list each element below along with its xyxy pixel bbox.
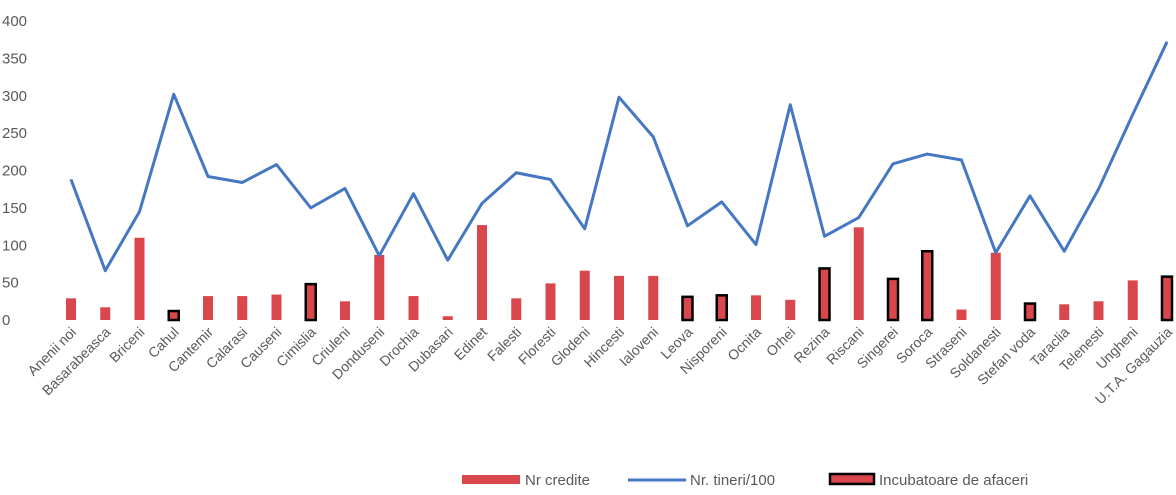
line-point: [550, 178, 551, 180]
y-tick-label: 300: [2, 88, 27, 105]
line-point: [618, 96, 620, 98]
y-tick-label: 200: [2, 163, 27, 180]
bar-incubator: [304, 282, 317, 322]
line-point: [207, 175, 209, 177]
legend-swatch-incubatoare: [828, 472, 876, 486]
line-point: [515, 172, 517, 174]
line-point: [139, 211, 140, 213]
bar: [956, 309, 967, 320]
line-point: [70, 178, 72, 180]
bar-incubator: [715, 294, 728, 322]
line-point: [892, 163, 894, 165]
bar: [614, 275, 624, 320]
bar-series: [66, 225, 1174, 322]
bar-incubator: [818, 267, 831, 322]
legend-label-incubatoare: Incubatoare de afaceri: [879, 472, 1028, 489]
bar-incubator: [167, 309, 180, 322]
y-tick-label: 100: [2, 237, 27, 254]
bar: [648, 275, 659, 320]
legend-label-credite: Nr credite: [525, 472, 590, 489]
line-point: [858, 217, 860, 219]
bar: [340, 301, 350, 320]
bar: [134, 237, 145, 320]
x-tick-label: Ialoveni: [616, 324, 661, 369]
line-point: [276, 164, 277, 166]
bar: [1059, 304, 1070, 320]
line-point: [995, 252, 997, 254]
bar: [271, 294, 282, 320]
line-point: [447, 259, 449, 261]
line-point: [652, 136, 654, 138]
legend-swatch-credite: [462, 475, 520, 484]
bar: [545, 283, 556, 320]
y-axis: 0 50 100 150 200 250 300 350 400: [2, 13, 27, 329]
x-tick-label: Briceni: [106, 324, 148, 366]
y-tick-label: 250: [2, 125, 27, 142]
bar: [1127, 280, 1138, 320]
line-point: [378, 255, 380, 257]
line-point: [1098, 188, 1099, 190]
bar-incubator: [1160, 275, 1174, 322]
line-point: [1063, 250, 1065, 252]
bar: [1093, 301, 1104, 320]
line-point: [413, 193, 414, 195]
bar-incubator: [886, 277, 900, 322]
line-point: [241, 181, 243, 183]
x-axis: Anenii noiBasarabeascaBriceniCahulCantem…: [24, 324, 1175, 408]
line-point: [961, 159, 962, 161]
y-tick-label: 350: [2, 50, 27, 67]
bar: [785, 299, 796, 320]
bar: [477, 225, 487, 320]
bar: [990, 252, 1001, 320]
legend-item-credite: Nr credite: [462, 472, 590, 489]
legend-item-tineri: Nr. tineri/100: [628, 472, 775, 489]
line-point: [173, 93, 175, 95]
bar: [374, 254, 385, 320]
x-tick-label: Ocnita: [724, 324, 764, 364]
bar: [203, 296, 213, 320]
bar: [442, 316, 453, 320]
line-series: [69, 41, 1169, 273]
line-point: [926, 153, 928, 155]
line-point: [1166, 41, 1168, 43]
y-tick-label: 400: [2, 13, 27, 30]
line-point: [721, 201, 723, 203]
bar: [237, 296, 248, 320]
line-point: [789, 104, 791, 106]
x-tick-label: Edinet: [451, 324, 490, 363]
bar: [66, 298, 76, 320]
line-point: [310, 207, 312, 209]
bar: [511, 298, 522, 320]
legend-item-incubatoare: Incubatoare de afaceri: [828, 472, 1028, 489]
y-tick-label: 50: [2, 275, 19, 292]
y-tick-label: 0: [2, 312, 10, 329]
line-point: [584, 228, 586, 230]
legend: Nr credite Nr. tineri/100 Incubatoare de…: [462, 472, 1028, 489]
line-point: [1029, 195, 1031, 197]
line-point: [344, 187, 346, 189]
bar-incubator: [1023, 302, 1037, 322]
line-point: [755, 244, 757, 246]
line-path: [69, 41, 1169, 273]
bar-incubator: [921, 249, 934, 322]
line-point: [687, 225, 688, 227]
bar: [751, 295, 761, 320]
bar: [853, 227, 864, 320]
y-tick-label: 150: [2, 200, 27, 217]
line-point: [481, 202, 483, 204]
line-point: [824, 235, 825, 237]
legend-label-tineri: Nr. tineri/100: [690, 472, 775, 489]
bar: [579, 270, 590, 320]
line-point: [1132, 113, 1134, 115]
bar: [408, 296, 419, 320]
line-point: [104, 270, 106, 272]
bar: [100, 307, 111, 320]
bar-incubator: [681, 295, 694, 322]
